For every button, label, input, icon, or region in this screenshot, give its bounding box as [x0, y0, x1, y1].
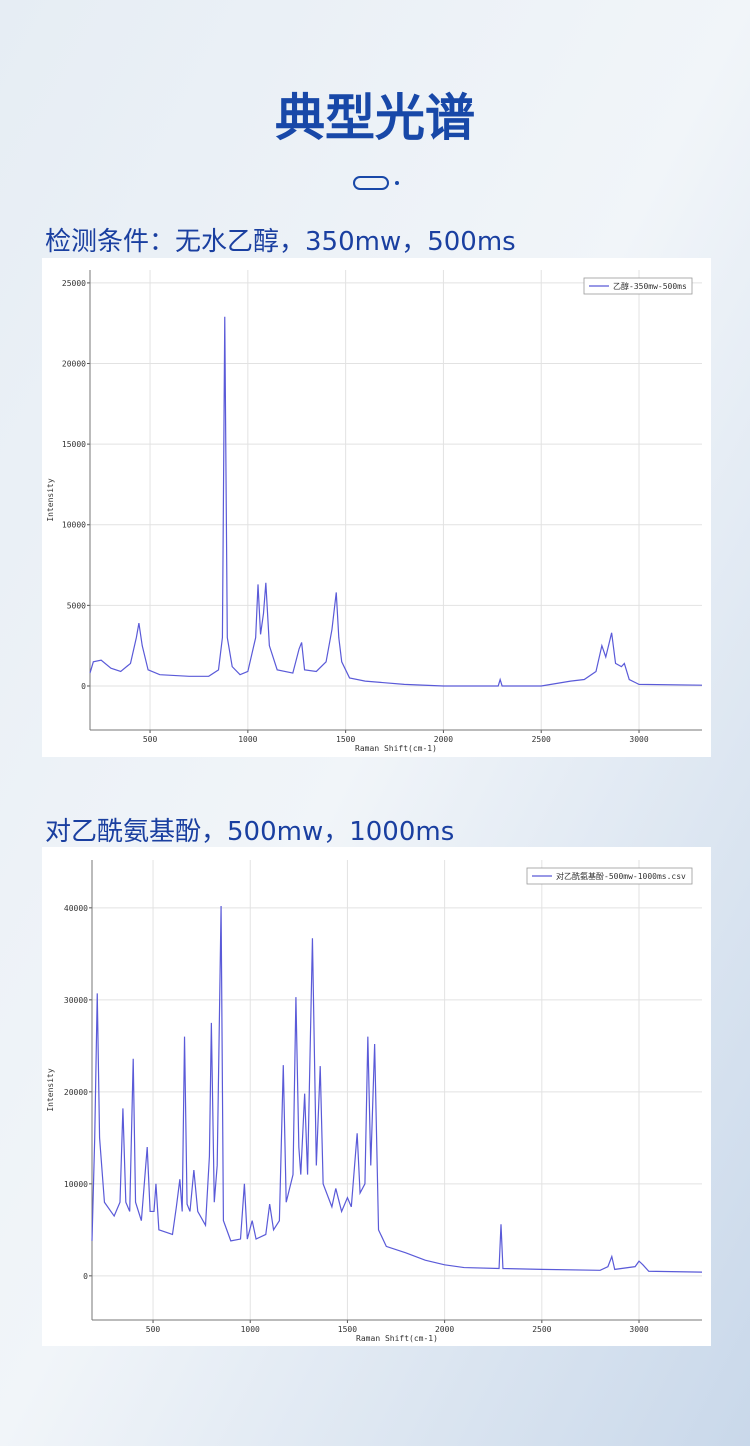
legend-box: [583, 277, 693, 295]
chart-title: 对乙酰氨基酚，500mw，1000ms: [45, 817, 454, 847]
y-tick-label: 40000: [64, 904, 88, 913]
page-title: 典型光谱: [275, 89, 475, 147]
x-tick-label: 1500: [336, 735, 355, 744]
x-tick-label: 2500: [532, 735, 551, 744]
x-tick-label: 2000: [435, 1325, 454, 1334]
y-tick-label: 30000: [64, 996, 88, 1005]
y-tick-label: 0: [83, 1272, 88, 1281]
x-tick-label: 3000: [629, 1325, 648, 1334]
x-tick-label: 3000: [629, 735, 648, 744]
decor-pill: [353, 176, 389, 190]
y-axis-label: Intensity: [46, 478, 55, 522]
x-tick-label: 2500: [532, 1325, 551, 1334]
y-tick-label: 25000: [62, 279, 86, 288]
chart-panel: [42, 847, 711, 1346]
y-tick-label: 15000: [62, 440, 86, 449]
x-tick-label: 1500: [338, 1325, 357, 1334]
legend-label: 对乙酰氨基酚-500mw-1000ms.csv: [556, 871, 686, 881]
y-tick-label: 10000: [64, 1180, 88, 1189]
x-axis-label: Raman Shift(cm-1): [356, 1334, 438, 1343]
x-tick-label: 1000: [241, 1325, 260, 1334]
decor-dot: [395, 181, 399, 185]
legend-box: [526, 867, 693, 885]
chart-title: 检测条件：无水乙醇，350mw，500ms: [45, 227, 516, 257]
spectrum-line: [89, 316, 703, 687]
y-tick-label: 5000: [67, 601, 86, 610]
spectrum-line: [91, 905, 703, 1273]
x-tick-label: 1000: [238, 735, 257, 744]
x-tick-label: 2000: [434, 735, 453, 744]
x-tick-label: 500: [146, 1325, 161, 1334]
x-axis-label: Raman Shift(cm-1): [355, 744, 437, 753]
chart-panel: [42, 258, 711, 757]
x-tick-label: 500: [143, 735, 158, 744]
y-axis-label: Intensity: [46, 1068, 55, 1112]
legend-label: 乙醇-350mw-500ms: [613, 281, 687, 291]
y-tick-label: 20000: [62, 360, 86, 369]
y-tick-label: 20000: [64, 1088, 88, 1097]
y-tick-label: 10000: [62, 521, 86, 530]
y-tick-label: 0: [81, 682, 86, 691]
